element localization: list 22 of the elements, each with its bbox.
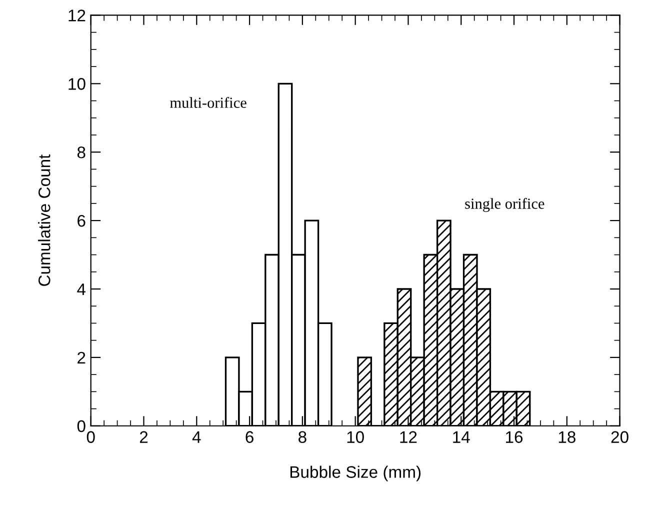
y-tick-label: 2 (78, 352, 86, 364)
y-tick-label: 12 (68, 10, 86, 22)
y-tick-label: 8 (77, 146, 86, 158)
x-tick-label: 0 (86, 431, 95, 443)
x-tick-label: 8 (298, 431, 306, 443)
text: multi-orifice (170, 97, 246, 108)
x-tick-label: 16 (506, 431, 523, 443)
y-tick-label: 10 (68, 78, 86, 90)
x-tick-label: 12 (400, 431, 417, 443)
y-tick-label: 4 (77, 284, 86, 296)
y-tick-label: 0 (77, 420, 86, 432)
y-tick-label: 6 (78, 214, 86, 227)
x-axis-title: Bubble Size (mm) (290, 466, 421, 482)
x-tick-label: 14 (453, 431, 470, 443)
x-tick-label: 10 (347, 431, 364, 443)
x-tick-label: 4 (192, 431, 201, 443)
x-tick-label: 6 (246, 431, 254, 443)
x-tick-label: 20 (611, 431, 628, 443)
y-axis-title: Cumulative Count (38, 154, 50, 286)
x-tick-label: 2 (140, 431, 148, 443)
x-tick-label: 18 (558, 431, 576, 443)
series-label: single orifice (465, 198, 544, 212)
